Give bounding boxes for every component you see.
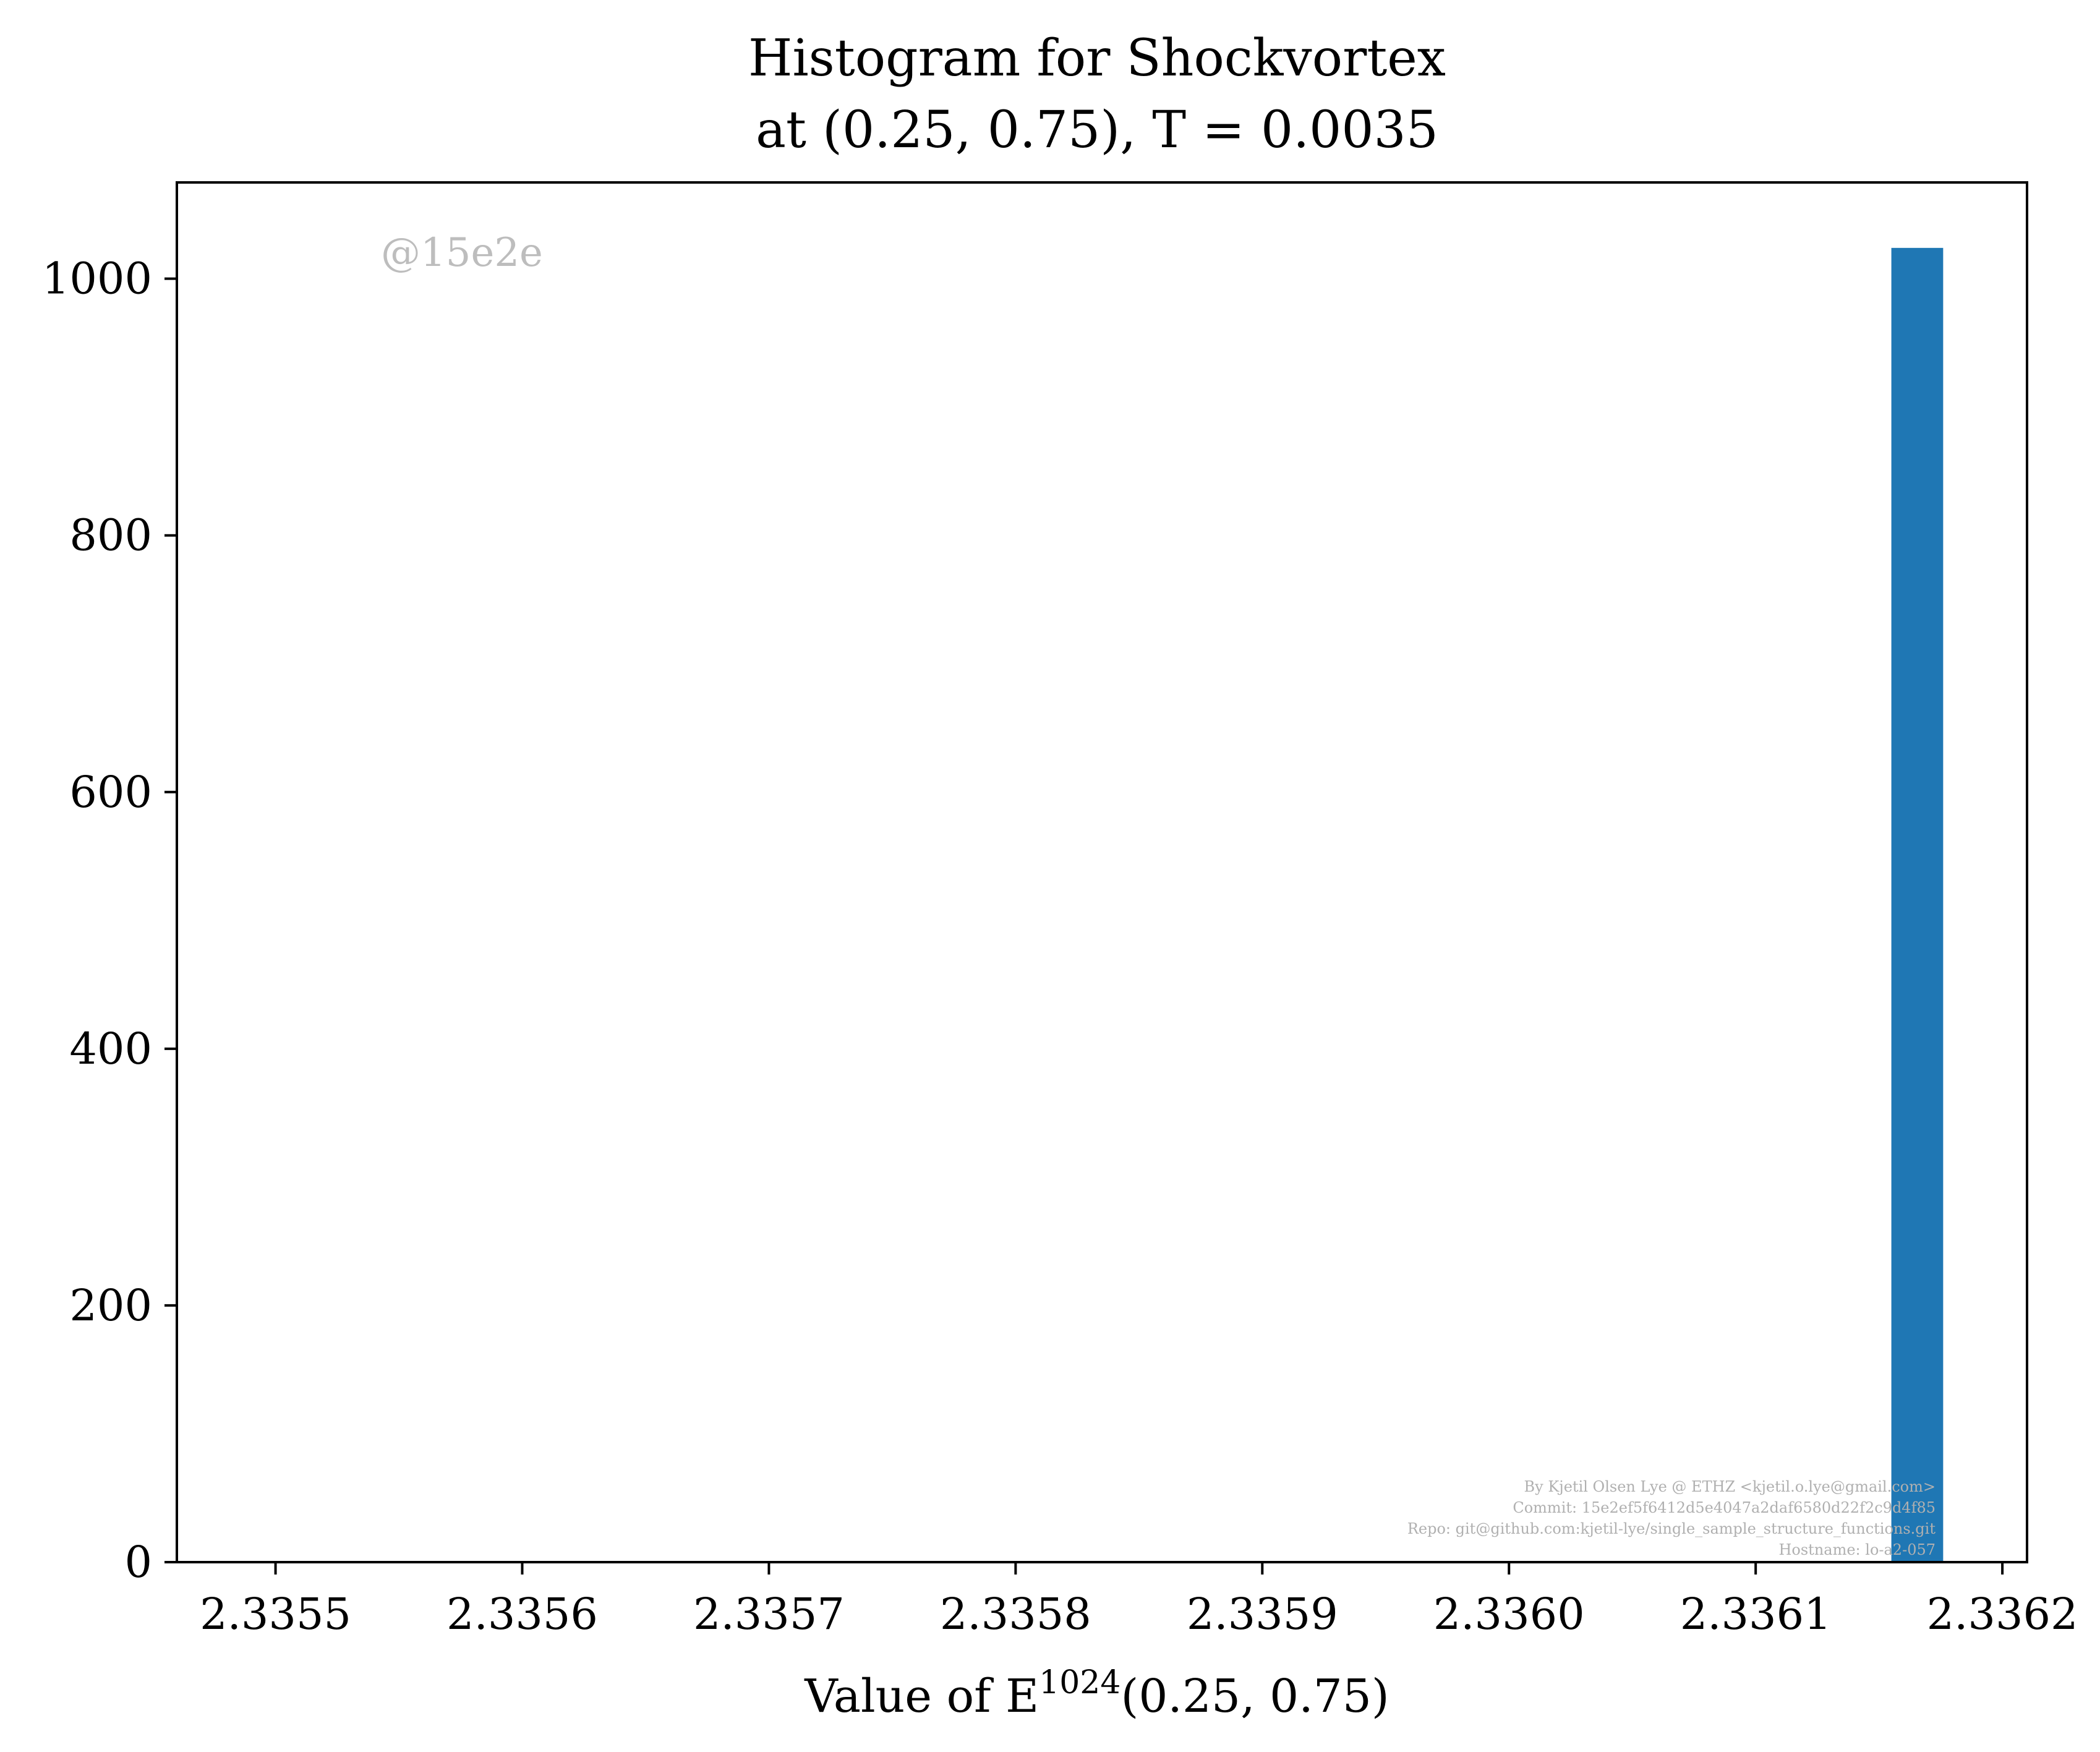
y-tick-label: 400 xyxy=(69,1023,152,1074)
x-tick-label: 2.3356 xyxy=(446,1589,598,1639)
x-tick-label: 2.3360 xyxy=(1433,1589,1585,1639)
y-tick-label: 1000 xyxy=(42,254,152,304)
y-axis-ticks: 0 200 400 600 800 1000 xyxy=(42,254,177,1587)
y-tick-label: 200 xyxy=(69,1280,152,1331)
x-axis-ticks: 2.3355 2.3356 2.3357 2.3358 2.3359 2.3360 2.33… xyxy=(200,1562,2078,1639)
x-tick-label: 2.3357 xyxy=(693,1589,845,1639)
footer-line: By Kjetil Olsen Lye @ ETHZ <kjetil.o.lye… xyxy=(1524,1478,1936,1495)
histogram-bars xyxy=(1891,247,1944,1563)
histogram-bar-0 xyxy=(1891,247,1944,1563)
watermark: @15e2e xyxy=(381,230,543,276)
y-tick-label: 800 xyxy=(69,510,152,561)
x-tick-label: 2.3362 xyxy=(1927,1589,2078,1639)
attribution-footer: By Kjetil Olsen Lye @ ETHZ <kjetil.o.lye… xyxy=(1407,1478,1936,1558)
x-axis-label-tail: (0.25, 0.75) xyxy=(1120,1670,1389,1723)
x-tick-label: 2.3361 xyxy=(1680,1589,1832,1639)
x-axis-label-main: Value of E xyxy=(804,1670,1039,1723)
plot-frame xyxy=(176,181,2028,1563)
x-axis-label: Value of E1024(0.25, 0.75) xyxy=(804,1664,1389,1723)
chart-title-line2: at (0.25, 0.75), T = 0.0035 xyxy=(756,101,1438,160)
y-tick-label: 600 xyxy=(69,767,152,818)
chart-title-line1: Histogram for Shockvortex xyxy=(748,29,1446,88)
x-tick-label: 2.3355 xyxy=(200,1589,351,1639)
y-tick-label: 0 xyxy=(124,1537,152,1587)
x-tick-label: 2.3359 xyxy=(1187,1589,1338,1639)
footer-line: Repo: git@github.com:kjetil-lye/single_s… xyxy=(1407,1520,1936,1537)
footer-line: Commit: 15e2ef5f6412d5e4047a2daf6580d22f… xyxy=(1513,1499,1936,1516)
x-axis-label-superscript: 1024 xyxy=(1039,1664,1120,1701)
x-tick-label: 2.3358 xyxy=(940,1589,1091,1639)
footer-line: Hostname: lo-a2-057 xyxy=(1778,1541,1936,1558)
